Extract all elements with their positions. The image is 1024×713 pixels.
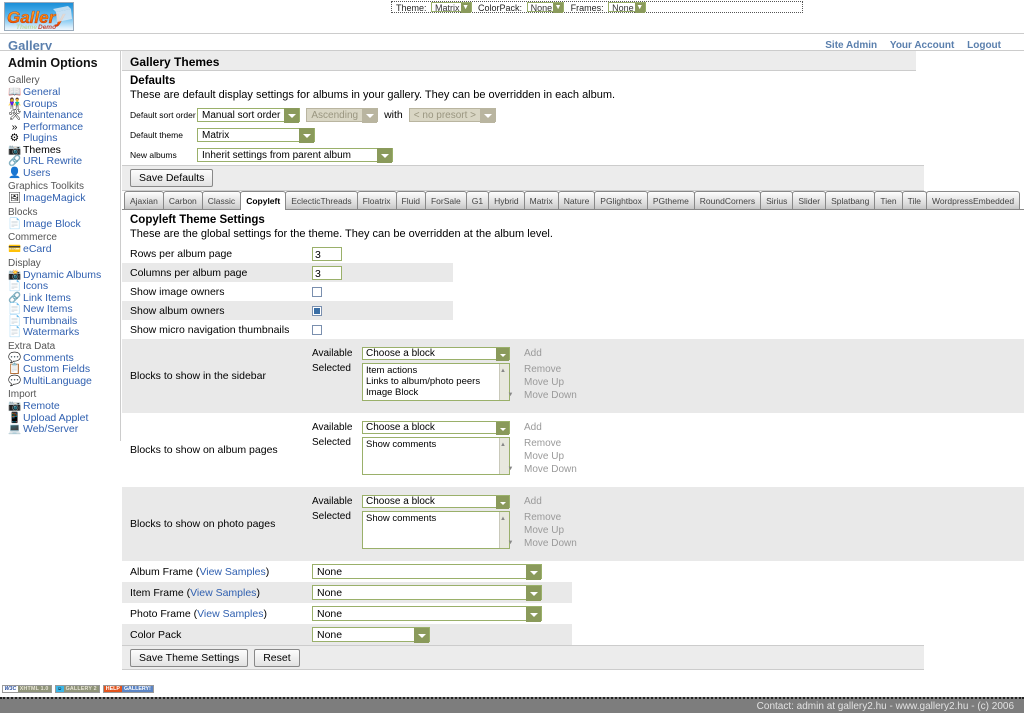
svg-text:Demo: Demo [38,24,56,31]
svg-text:Theme: Theme [16,24,37,31]
